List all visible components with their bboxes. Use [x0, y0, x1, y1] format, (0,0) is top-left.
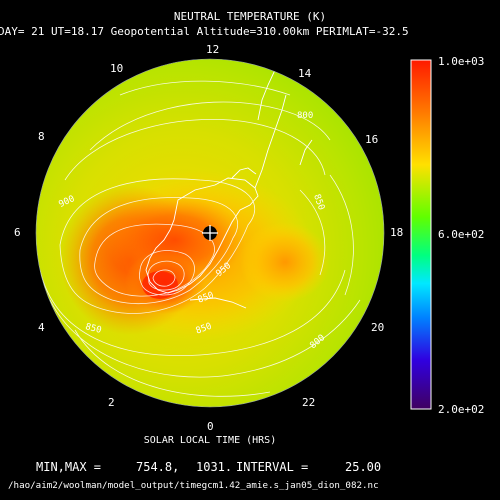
local-time-label: 8: [38, 130, 45, 143]
local-time-label: 22: [302, 396, 316, 409]
min-value: 754.8,: [136, 460, 180, 474]
contour-lines: [39, 80, 361, 397]
interval-value: 25.00: [345, 460, 382, 474]
interval-label: INTERVAL =: [236, 460, 309, 474]
chart-subtitle: DAY= 21 UT=18.17 Geopotential Altitude=3…: [0, 25, 409, 38]
minmax-label: MIN,MAX =: [36, 460, 102, 474]
chart-title: NEUTRAL TEMPERATURE (K): [173, 10, 327, 23]
local-time-label: 10: [110, 62, 124, 75]
local-time-label: 20: [371, 321, 385, 334]
local-time-label: 4: [38, 321, 45, 334]
coastlines: [145, 69, 313, 309]
disk-border: [35, 58, 385, 408]
colorbar-max-label: 1.0e+03: [438, 55, 485, 68]
local-time-label: 12: [206, 43, 220, 56]
colorbar-mid-label: 6.0e+02: [438, 228, 485, 241]
local-time-label: 18: [390, 226, 404, 239]
contour-label: 800: [297, 111, 314, 121]
local-time-label: 6: [14, 226, 21, 239]
local-time-label: 16: [365, 133, 379, 146]
pole-marker: [202, 225, 218, 241]
file-path: /hao/aim2/woolman/model_output/timegcm1.…: [8, 480, 379, 491]
colorbar: [410, 59, 432, 410]
colorbar-min-label: 2.0e+02: [438, 403, 485, 416]
local-time-label: 14: [298, 67, 312, 80]
x-axis-label: SOLAR LOCAL TIME (HRS): [143, 435, 277, 446]
local-time-label: 0: [207, 420, 214, 433]
local-time-label: 2: [108, 396, 115, 409]
max-value: 1031.: [196, 460, 233, 474]
